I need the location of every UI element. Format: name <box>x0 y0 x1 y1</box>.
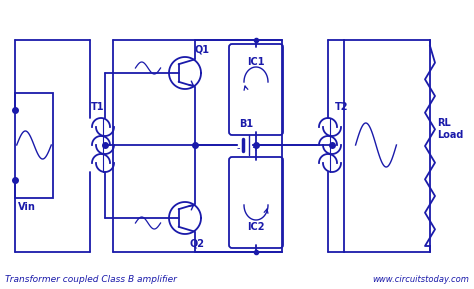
Text: IC1: IC1 <box>247 57 265 67</box>
Text: +: + <box>251 143 259 153</box>
Text: IC2: IC2 <box>247 222 265 232</box>
Text: Transformer coupled Class B amplifier: Transformer coupled Class B amplifier <box>5 275 177 284</box>
Text: -: - <box>236 143 240 153</box>
Text: T2: T2 <box>335 102 348 112</box>
Text: T1: T1 <box>91 102 105 112</box>
Bar <box>15 93 53 198</box>
Text: Q1: Q1 <box>195 45 210 55</box>
Text: www.circuitstoday.com: www.circuitstoday.com <box>372 275 469 284</box>
Text: RL
Load: RL Load <box>437 118 464 140</box>
Text: Q2: Q2 <box>190 238 205 248</box>
Text: B1: B1 <box>239 119 253 129</box>
Text: Vin: Vin <box>18 202 36 212</box>
